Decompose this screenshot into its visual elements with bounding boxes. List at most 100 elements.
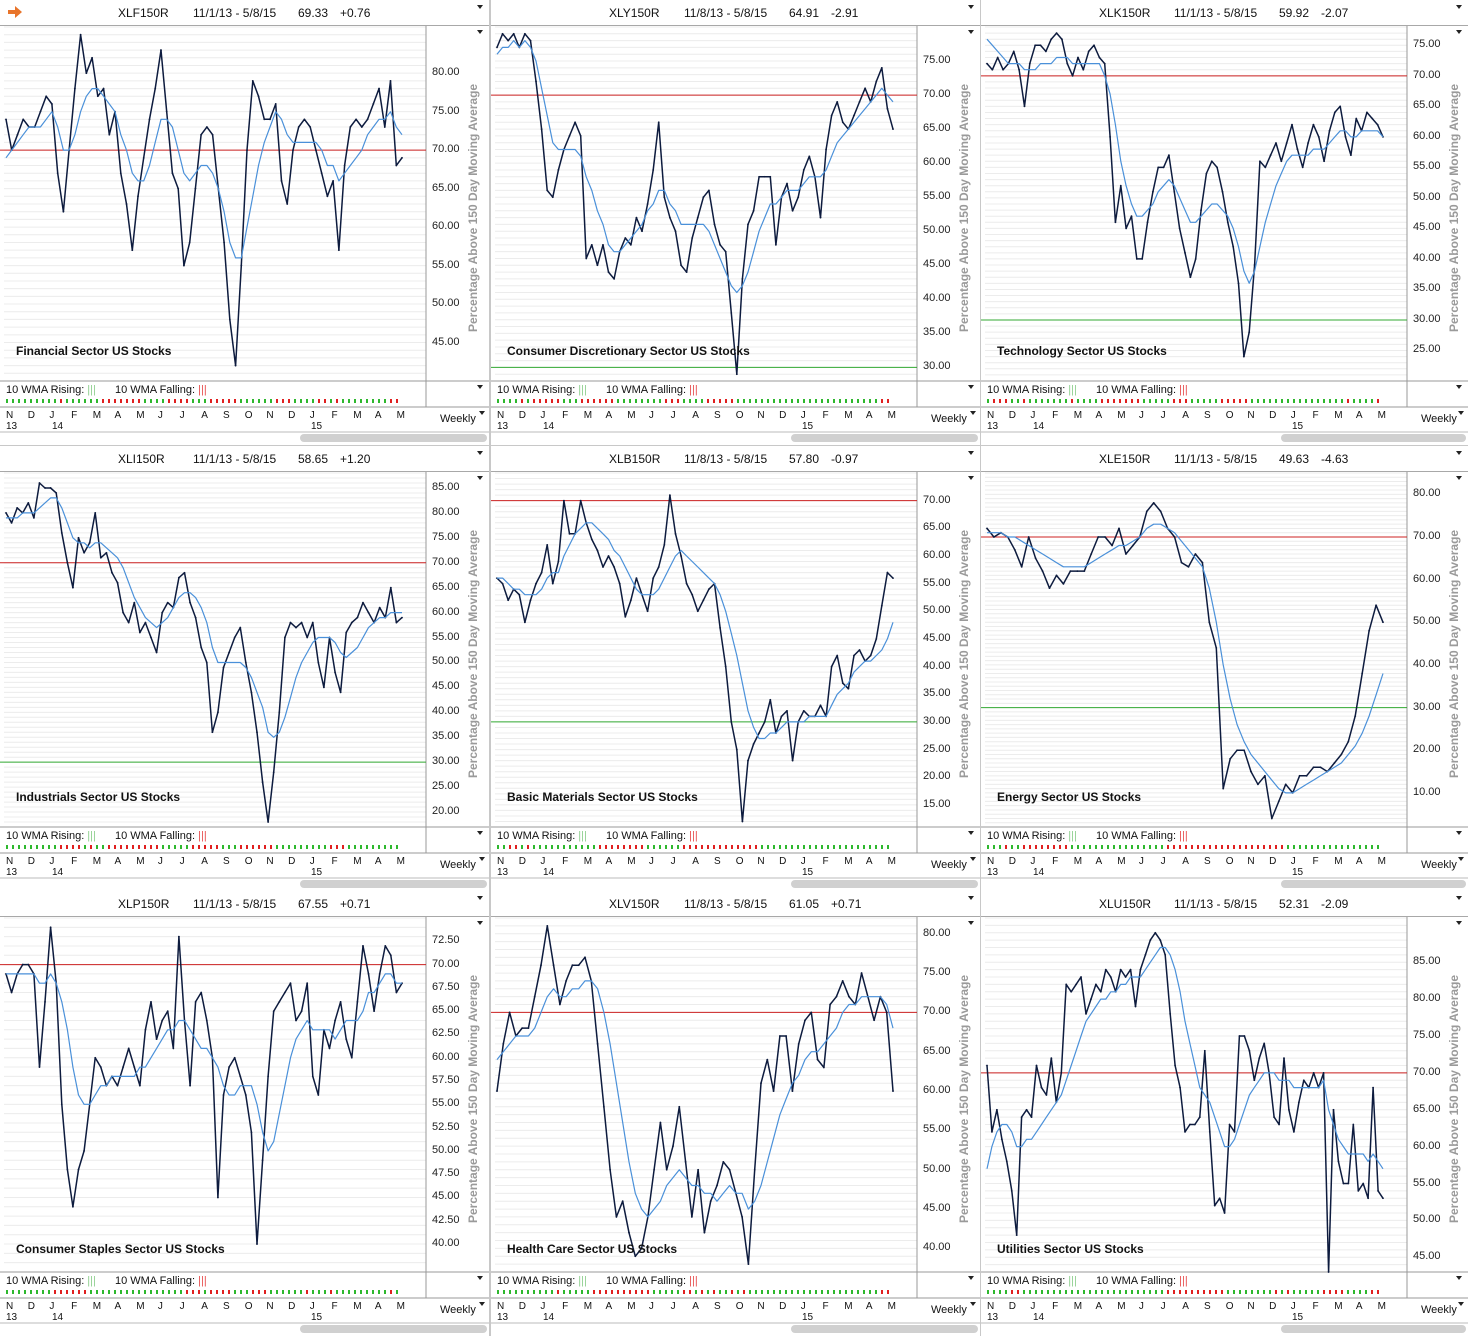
y-tick-label: 35.00: [432, 730, 460, 743]
period-dropdown-icon[interactable]: [479, 857, 485, 861]
wma-falling-dot: [168, 399, 170, 403]
y-axis-scroll-icon[interactable]: [968, 1276, 974, 1280]
price-point: [1076, 570, 1079, 572]
y-axis-dropdown-icon[interactable]: [968, 476, 974, 480]
sector-label: Basic Materials Sector US Stocks: [507, 790, 698, 804]
wma-falling-dot: [1347, 399, 1349, 403]
month-label: A: [865, 856, 873, 867]
period-selector[interactable]: Weekly: [440, 413, 476, 425]
month-label: M: [887, 856, 896, 867]
price-point: [653, 1168, 656, 1171]
month-label: N: [987, 856, 995, 867]
period-dropdown-icon[interactable]: [970, 1302, 976, 1306]
price-point: [1228, 1123, 1231, 1126]
y-axis-scroll-icon[interactable]: [477, 385, 483, 389]
period-dropdown-icon[interactable]: [970, 411, 976, 415]
price-point: [1375, 604, 1377, 607]
y-axis-dropdown-icon[interactable]: [477, 476, 483, 480]
horizontal-scrollbar[interactable]: [791, 1325, 978, 1333]
y-axis-dropdown-icon[interactable]: [477, 921, 483, 925]
period-dropdown-icon[interactable]: [1458, 857, 1464, 861]
y-tick-label: 57.50: [432, 1074, 460, 1087]
month-label: M: [92, 856, 102, 867]
y-axis-scroll-icon[interactable]: [968, 385, 974, 389]
wma-rising-label: 10 WMA Rising:: [6, 1275, 85, 1287]
horizontal-scrollbar[interactable]: [1281, 1325, 1466, 1333]
wma-rising-dot: [1047, 1290, 1049, 1294]
y-axis-dropdown-icon[interactable]: [1456, 476, 1462, 480]
period-dropdown-icon[interactable]: [479, 1302, 485, 1306]
wma-rising-dot: [833, 1290, 835, 1294]
price-point: [339, 691, 342, 694]
price-point: [362, 945, 364, 947]
y-axis-scroll-icon[interactable]: [477, 1276, 483, 1280]
y-axis-scroll-icon[interactable]: [1456, 1276, 1462, 1280]
year-label: 15: [1292, 421, 1304, 432]
y-axis-dropdown-icon[interactable]: [477, 30, 483, 34]
price-point: [228, 1066, 230, 1068]
header-dropdown-icon[interactable]: [968, 451, 974, 455]
horizontal-scrollbar[interactable]: [791, 880, 978, 888]
header-dropdown-icon[interactable]: [1456, 896, 1462, 900]
wma-rising-dot: [869, 845, 871, 849]
header-dropdown-icon[interactable]: [477, 451, 483, 455]
wma-falling-dot: [192, 845, 194, 849]
header-dropdown-icon[interactable]: [968, 896, 974, 900]
period-selector[interactable]: Weekly: [1421, 859, 1457, 871]
wma-rising-dot: [1341, 399, 1343, 403]
y-axis-scroll-icon[interactable]: [968, 831, 974, 835]
horizontal-scrollbar[interactable]: [1281, 434, 1466, 442]
wma-falling-dot: [1221, 1290, 1223, 1294]
period-selector[interactable]: Weekly: [931, 413, 967, 425]
period-dropdown-icon[interactable]: [970, 857, 976, 861]
period-dropdown-icon[interactable]: [1458, 1302, 1464, 1306]
period-selector[interactable]: Weekly: [931, 859, 967, 871]
header-dropdown-icon[interactable]: [1456, 5, 1462, 9]
month-label: J: [49, 410, 55, 421]
period-dropdown-icon[interactable]: [479, 411, 485, 415]
y-axis-dropdown-icon[interactable]: [1456, 30, 1462, 34]
wma-rising-dot: [1299, 1290, 1301, 1294]
price-point: [657, 566, 660, 568]
month-label: F: [71, 410, 78, 421]
wma-rising-dot: [857, 845, 859, 849]
header-dropdown-icon[interactable]: [477, 5, 483, 9]
wma-rising-dot: [354, 1290, 356, 1294]
month-label: M: [1334, 1301, 1343, 1312]
header-dropdown-icon[interactable]: [1456, 451, 1462, 455]
horizontal-scrollbar[interactable]: [300, 434, 487, 442]
period-dropdown-icon[interactable]: [1458, 411, 1464, 415]
y-axis-dropdown-icon[interactable]: [968, 921, 974, 925]
price-point: [791, 209, 794, 212]
price-point: [819, 704, 822, 707]
y-axis-dropdown-icon[interactable]: [1456, 921, 1462, 925]
horizontal-scrollbar[interactable]: [300, 880, 487, 888]
y-axis-scroll-icon[interactable]: [477, 831, 483, 835]
wma-falling-dot: [755, 845, 757, 849]
y-axis-scroll-icon[interactable]: [1456, 831, 1462, 835]
period-selector[interactable]: Weekly: [1421, 413, 1457, 425]
month-label: J: [157, 410, 163, 421]
wma-rising-dot: [881, 845, 883, 849]
period-selector[interactable]: Weekly: [931, 1304, 967, 1316]
horizontal-scrollbar[interactable]: [791, 434, 978, 442]
horizontal-scrollbar[interactable]: [300, 1325, 487, 1333]
y-axis-scroll-icon[interactable]: [1456, 385, 1462, 389]
month-label: M: [844, 410, 853, 421]
wma-rising-dot: [6, 845, 8, 849]
y-tick-label: 80.00: [432, 66, 460, 79]
wma-falling-dot: [1233, 399, 1235, 403]
period-selector[interactable]: Weekly: [440, 859, 476, 871]
header-dropdown-icon[interactable]: [968, 5, 974, 9]
y-axis-dropdown-icon[interactable]: [968, 30, 974, 34]
arrow-right-icon[interactable]: [8, 6, 22, 18]
month-label: D: [1008, 1301, 1016, 1312]
price-point: [1342, 1182, 1345, 1185]
header-dropdown-icon[interactable]: [477, 896, 483, 900]
price-point: [791, 759, 794, 762]
wma-rising-dot: [318, 845, 320, 849]
period-selector[interactable]: Weekly: [1421, 1304, 1457, 1316]
horizontal-scrollbar[interactable]: [1281, 880, 1466, 888]
price-point: [51, 103, 53, 105]
period-selector[interactable]: Weekly: [440, 1304, 476, 1316]
